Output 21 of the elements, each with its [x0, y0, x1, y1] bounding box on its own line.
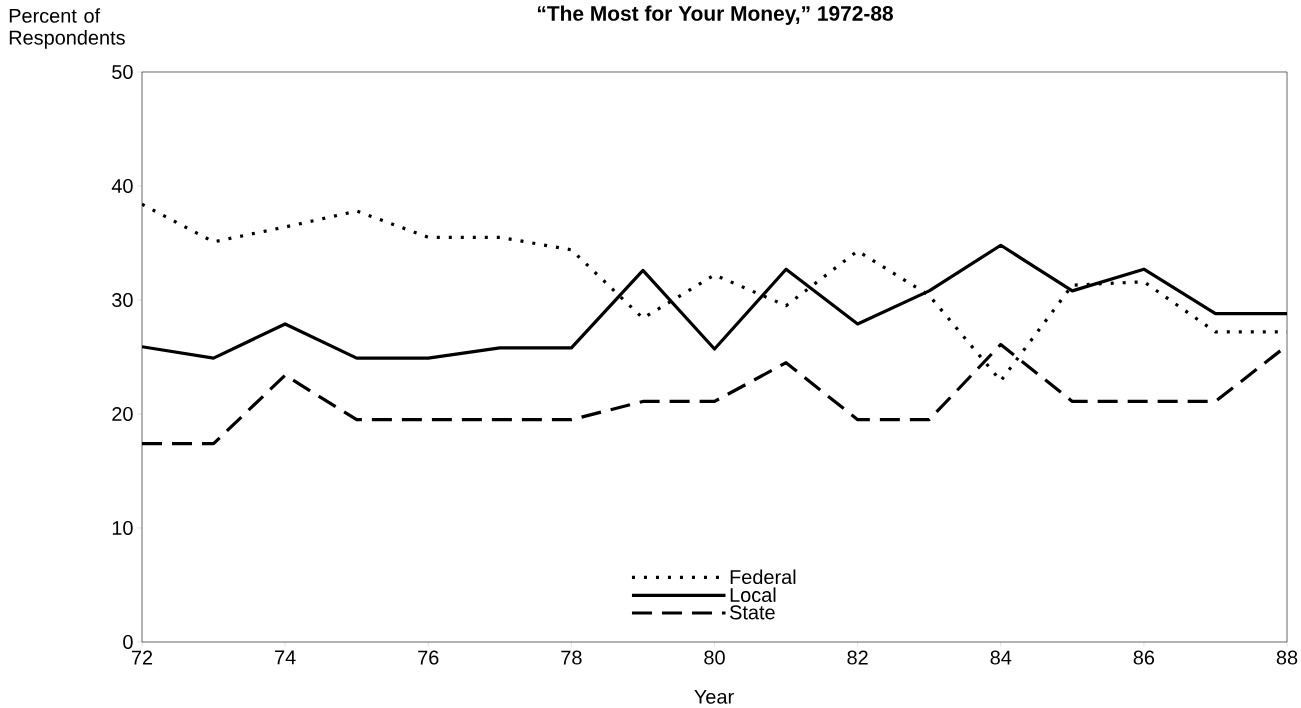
- x-tick-label: 80: [704, 650, 725, 665]
- x-tick-label: 86: [1133, 650, 1155, 665]
- y-tick-label: 50: [112, 64, 133, 80]
- x-tick-label: 76: [418, 650, 439, 665]
- chart-title: “The Most for Your Money,” 1972-88: [537, 5, 893, 26]
- y-tick-label: 10: [112, 520, 133, 536]
- y-tick-label: 40: [111, 178, 133, 194]
- x-axis-title: Year: [694, 689, 734, 704]
- y-axis-title: Percent of Respondents: [9, 8, 125, 49]
- x-tick-label: 82: [847, 650, 868, 665]
- x-tick-label: 74: [275, 650, 296, 665]
- x-tick-label: 72: [131, 650, 153, 665]
- y-tick-label: 30: [112, 292, 133, 308]
- y-tick-label: 0: [123, 634, 133, 650]
- y-tick-label: 20: [112, 406, 133, 422]
- legend-label: State: [730, 605, 775, 620]
- x-tick-label: 84: [990, 650, 1012, 665]
- x-tick-label: 78: [561, 650, 582, 665]
- legend-label: Federal: [730, 569, 796, 585]
- x-tick-label: 88: [1276, 650, 1298, 665]
- legend-label: Local: [730, 587, 776, 603]
